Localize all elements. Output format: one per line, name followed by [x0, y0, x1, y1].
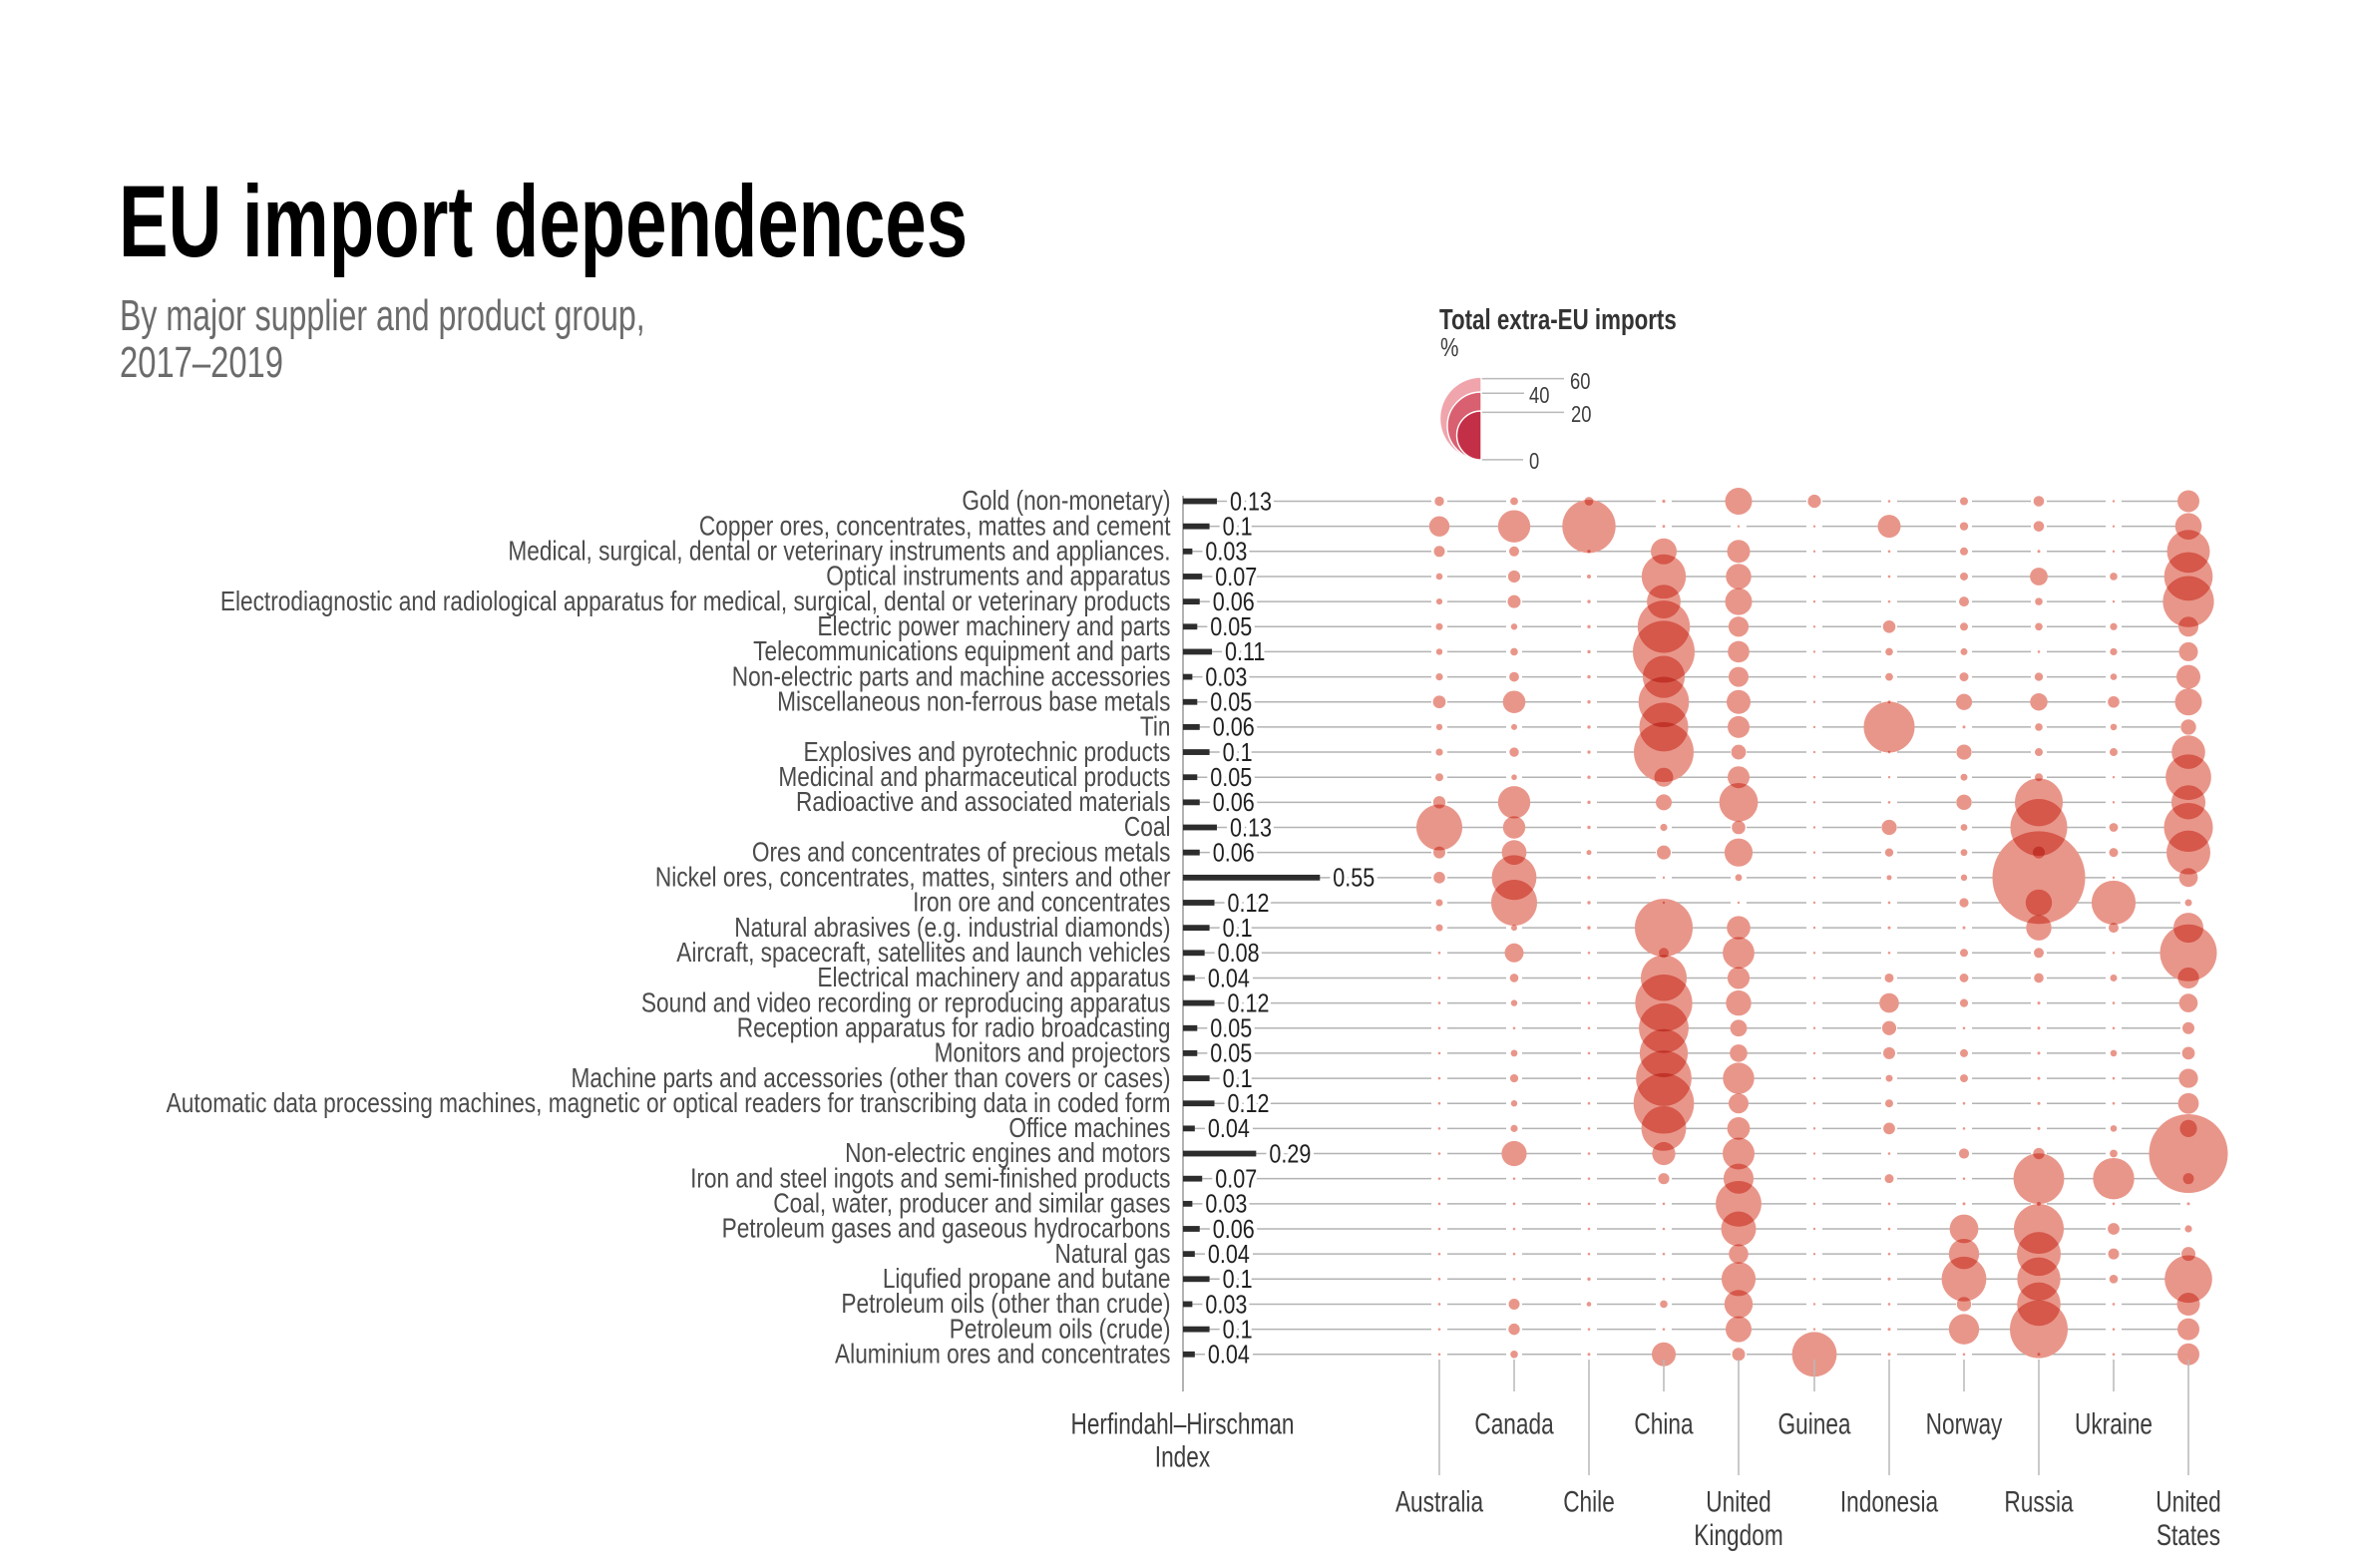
svg-text:0.13: 0.13 — [1230, 813, 1272, 842]
svg-text:By major supplier and product: By major supplier and product group, — [120, 291, 645, 340]
svg-text:0.04: 0.04 — [1208, 1114, 1250, 1143]
svg-text:%: % — [1440, 333, 1459, 362]
svg-text:Coal: Coal — [1124, 812, 1171, 843]
svg-text:0.12: 0.12 — [1228, 889, 1270, 918]
svg-text:Automatic data processing mach: Automatic data processing machines, magn… — [167, 1088, 1171, 1119]
svg-text:0.03: 0.03 — [1205, 1190, 1247, 1219]
svg-text:Non-electric parts and machine: Non-electric parts and machine accessori… — [732, 661, 1171, 692]
svg-text:0.1: 0.1 — [1223, 738, 1253, 767]
svg-text:Monitors and projectors: Monitors and projectors — [935, 1037, 1171, 1068]
svg-text:0.06: 0.06 — [1213, 713, 1255, 742]
svg-text:States: States — [2157, 1518, 2220, 1552]
svg-text:0.1: 0.1 — [1223, 513, 1253, 542]
svg-text:0.04: 0.04 — [1208, 964, 1250, 992]
svg-text:Miscellaneous non-ferrous base: Miscellaneous non-ferrous base metals — [777, 686, 1170, 717]
svg-text:0.13: 0.13 — [1230, 487, 1272, 516]
svg-text:Electrodiagnostic and radiolog: Electrodiagnostic and radiological appar… — [220, 587, 1171, 617]
svg-text:0.55: 0.55 — [1333, 864, 1375, 893]
svg-text:0.05: 0.05 — [1210, 688, 1252, 717]
svg-text:Natural gas: Natural gas — [1055, 1239, 1171, 1270]
svg-text:0.05: 0.05 — [1210, 1014, 1252, 1043]
svg-text:0.08: 0.08 — [1218, 939, 1260, 968]
svg-text:Telecommunications equipment a: Telecommunications equipment and parts — [753, 636, 1170, 667]
svg-text:Medical, surgical, dental or v: Medical, surgical, dental or veterinary … — [508, 536, 1170, 567]
svg-text:0.06: 0.06 — [1213, 588, 1255, 616]
svg-text:0.29: 0.29 — [1269, 1139, 1311, 1168]
svg-text:Norway: Norway — [1926, 1406, 2003, 1440]
svg-text:0.04: 0.04 — [1208, 1240, 1250, 1269]
svg-text:0.05: 0.05 — [1210, 763, 1252, 792]
svg-text:Herfindahl–Hirschman: Herfindahl–Hirschman — [1070, 1406, 1294, 1440]
svg-text:0.06: 0.06 — [1213, 788, 1255, 817]
svg-text:0.1: 0.1 — [1223, 1265, 1253, 1294]
svg-text:Sound and video recording or r: Sound and video recording or reproducing… — [641, 987, 1171, 1018]
svg-text:Copper ores, concentrates, mat: Copper ores, concentrates, mattes and ce… — [699, 511, 1171, 542]
svg-text:Ukraine: Ukraine — [2075, 1406, 2153, 1440]
svg-text:United: United — [2156, 1484, 2220, 1518]
svg-text:Optical instruments and appara: Optical instruments and apparatus — [826, 561, 1170, 591]
svg-text:0.05: 0.05 — [1210, 1039, 1252, 1068]
svg-text:Natural abrasives (e.g. indust: Natural abrasives (e.g. industrial diamo… — [734, 913, 1170, 944]
svg-text:2017–2019: 2017–2019 — [120, 338, 283, 387]
svg-text:Total extra-EU imports: Total extra-EU imports — [1439, 304, 1677, 335]
svg-text:Index: Index — [1155, 1439, 1210, 1473]
svg-text:Petroleum oils (other than cru: Petroleum oils (other than crude) — [841, 1289, 1170, 1320]
svg-text:0.1: 0.1 — [1223, 914, 1253, 943]
svg-text:0.03: 0.03 — [1205, 663, 1247, 692]
svg-text:Iron ore and concentrates: Iron ore and concentrates — [913, 888, 1170, 919]
svg-text:China: China — [1634, 1406, 1693, 1440]
svg-text:Coal, water, producer and simi: Coal, water, producer and similar gases — [773, 1188, 1170, 1219]
svg-text:0: 0 — [1529, 449, 1539, 474]
svg-text:Electric power machinery and p: Electric power machinery and parts — [817, 611, 1170, 642]
svg-text:Ores and concentrates of preci: Ores and concentrates of precious metals — [752, 837, 1171, 868]
svg-text:0.06: 0.06 — [1213, 839, 1255, 868]
svg-text:0.06: 0.06 — [1213, 1215, 1255, 1244]
svg-text:Indonesia: Indonesia — [1840, 1484, 1938, 1518]
svg-text:Liqufied propane and butane: Liqufied propane and butane — [883, 1264, 1171, 1295]
svg-text:Explosives and pyrotechnic pro: Explosives and pyrotechnic products — [804, 737, 1171, 768]
svg-text:0.03: 0.03 — [1205, 538, 1247, 567]
svg-text:Kingdom: Kingdom — [1694, 1518, 1782, 1552]
svg-text:Guinea: Guinea — [1777, 1406, 1850, 1440]
svg-text:Reception apparatus for radio: Reception apparatus for radio broadcasti… — [737, 1012, 1171, 1043]
svg-text:0.07: 0.07 — [1215, 1165, 1257, 1194]
svg-text:Australia: Australia — [1395, 1484, 1483, 1518]
svg-text:0.07: 0.07 — [1215, 563, 1257, 591]
svg-text:0.11: 0.11 — [1225, 637, 1265, 666]
svg-text:Nickel ores, concentrates, mat: Nickel ores, concentrates, mattes, sinte… — [655, 862, 1171, 893]
svg-text:0.04: 0.04 — [1208, 1341, 1250, 1370]
svg-text:0.03: 0.03 — [1205, 1290, 1247, 1319]
svg-text:Non-electric engines and motor: Non-electric engines and motors — [845, 1138, 1170, 1169]
svg-text:Russia: Russia — [2004, 1484, 2073, 1518]
svg-text:0.1: 0.1 — [1223, 1064, 1253, 1093]
svg-text:United: United — [1706, 1484, 1770, 1518]
svg-text:Radioactive and associated mat: Radioactive and associated materials — [796, 787, 1171, 818]
svg-text:Office machines: Office machines — [1008, 1113, 1170, 1144]
svg-text:Gold (non-monetary): Gold (non-monetary) — [962, 486, 1170, 517]
svg-text:Tin: Tin — [1140, 711, 1171, 742]
svg-text:EU import dependences: EU import dependences — [119, 164, 968, 277]
svg-text:Machine parts and accessories: Machine parts and accessories (other tha… — [571, 1063, 1170, 1094]
svg-text:Chile: Chile — [1563, 1484, 1615, 1518]
svg-text:20: 20 — [1571, 402, 1591, 427]
svg-text:0.12: 0.12 — [1228, 989, 1270, 1018]
svg-text:Aircraft, spacecraft, satellit: Aircraft, spacecraft, satellites and lau… — [676, 938, 1170, 969]
svg-text:Petroleum oils (crude): Petroleum oils (crude) — [950, 1314, 1171, 1345]
svg-text:Iron and steel ingots and semi: Iron and steel ingots and semi-finished … — [690, 1163, 1170, 1194]
svg-text:Electrical machinery and appar: Electrical machinery and apparatus — [817, 963, 1170, 993]
svg-text:60: 60 — [1570, 369, 1590, 394]
svg-text:Aluminium ores and concentrate: Aluminium ores and concentrates — [835, 1339, 1170, 1370]
svg-text:Medicinal and pharmaceutical p: Medicinal and pharmaceutical products — [778, 762, 1170, 793]
svg-text:0.05: 0.05 — [1210, 612, 1252, 641]
svg-text:40: 40 — [1529, 383, 1549, 408]
svg-text:0.1: 0.1 — [1223, 1316, 1253, 1345]
svg-text:Petroleum gases and gaseous hy: Petroleum gases and gaseous hydrocarbons — [722, 1214, 1171, 1245]
svg-text:0.12: 0.12 — [1228, 1089, 1270, 1118]
svg-text:Canada: Canada — [1474, 1406, 1554, 1440]
